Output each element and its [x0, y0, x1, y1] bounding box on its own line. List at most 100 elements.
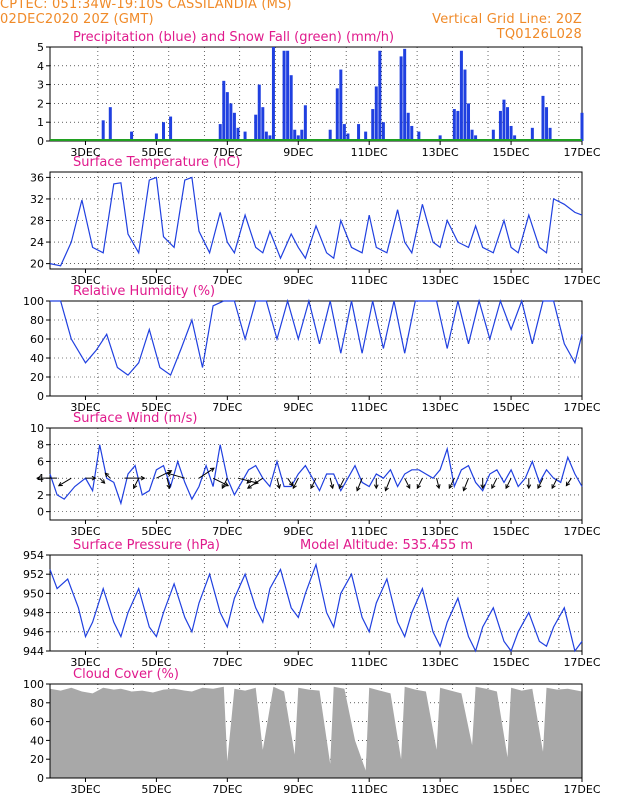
wind-arrow-shaft: [276, 478, 280, 489]
pres-xtick-label: 7DEC: [212, 656, 242, 669]
cloud-xtick-label: 11DEC: [351, 783, 388, 796]
precip-bar: [357, 124, 361, 141]
precip-bar: [530, 127, 534, 141]
cloud-ytick-label: 80: [30, 697, 44, 710]
precip-bar: [293, 129, 297, 141]
precip-bar: [417, 131, 421, 141]
rh-ytick-label: 20: [30, 371, 44, 384]
precip-bar: [225, 92, 229, 141]
precip-bar: [169, 116, 173, 141]
temp-ytick-label: 32: [30, 193, 44, 206]
wind-ytick-label: 10: [30, 422, 44, 435]
precip-frame: [49, 46, 583, 142]
wind-ytick-label: 6: [37, 455, 44, 468]
wind-arrow-shaft: [166, 478, 171, 489]
wind-arrow-head: [246, 484, 252, 489]
wind-arrow-head: [166, 471, 172, 477]
pres-ytick-label: 944: [23, 645, 44, 658]
precip-bar: [257, 84, 261, 141]
precip-bar: [268, 135, 272, 141]
precip-bar: [371, 109, 375, 141]
wind-arrow-shaft: [404, 477, 411, 489]
precip-bar: [410, 125, 414, 141]
pres-xtick-label: 11DEC: [351, 656, 388, 669]
pres-ytick-label: 950: [23, 587, 44, 600]
wind-arrow-head: [253, 480, 259, 485]
precip-ytick-label: 4: [37, 60, 44, 73]
wind-arrow-head: [246, 479, 252, 484]
cloud-frame: [49, 683, 583, 779]
wind-arrow-shaft: [416, 477, 423, 489]
wind-frame: [49, 427, 583, 521]
wind-arrow-shaft: [505, 477, 512, 489]
rh-xtick-label: 11DEC: [351, 401, 388, 414]
wind-arrow-shaft: [329, 478, 334, 489]
wind-arrow-head: [276, 484, 281, 490]
precip-bar: [264, 131, 268, 141]
temp-xtick-label: 11DEC: [351, 274, 388, 287]
wind-arrow-head: [356, 486, 361, 492]
wind-arrow-head: [292, 484, 297, 490]
precip-bar: [364, 131, 368, 141]
wind-arrow-head: [338, 484, 343, 490]
precip-bar: [470, 129, 474, 141]
wind-arrow-head: [384, 486, 389, 492]
wind-arrow-shaft: [310, 477, 317, 489]
pres-xtick-label: 3DEC: [70, 656, 100, 669]
precip-bar: [406, 112, 410, 141]
pres-frame: [49, 554, 583, 652]
pres-xtick-label: 5DEC: [141, 656, 171, 669]
wind-arrow-shaft: [221, 477, 228, 489]
cloud-ytick-label: 60: [30, 716, 44, 729]
precip-xtick-label: 15DEC: [493, 146, 530, 159]
precip-bar: [154, 133, 158, 141]
precip-bar: [502, 99, 506, 141]
precip-bar: [254, 114, 258, 141]
wind-ytick-label: 2: [37, 489, 44, 502]
precip-bar: [271, 47, 275, 141]
wind-arrow-head: [36, 475, 41, 481]
rh-title: Relative Humidity (%): [73, 284, 215, 299]
precip-ytick-label: 2: [37, 97, 44, 110]
precip-panel: [46, 46, 584, 145]
cloud-title: Cloud Cover (%): [73, 667, 179, 682]
pres-xtick-label: 15DEC: [493, 656, 530, 669]
wind-arrow-head: [416, 484, 421, 490]
cloud-ytick-label: 0: [37, 772, 44, 785]
temp-panel: [46, 171, 583, 273]
wind-arrow-shaft: [212, 477, 229, 487]
rh-xtick-label: 13DEC: [422, 401, 459, 414]
rh-xtick-label: 7DEC: [212, 401, 242, 414]
precip-ytick-label: 0: [37, 135, 44, 148]
precip-bar: [346, 133, 350, 141]
cloud-xtick-label: 7DEC: [212, 783, 242, 796]
precip-bar: [229, 103, 233, 141]
temp-xtick-label: 9DEC: [283, 274, 313, 287]
wind-arrow-head: [373, 484, 379, 490]
precip-bar: [342, 124, 346, 141]
wind-arrow-shaft: [246, 477, 253, 484]
wind-arrow-head: [91, 475, 97, 481]
precip-xtick-label: 9DEC: [283, 146, 313, 159]
wind-arrow-head: [288, 481, 294, 487]
precip-bar: [232, 112, 236, 141]
temp-xtick-label: 17DEC: [563, 274, 600, 287]
temp-xtick-label: 5DEC: [141, 274, 171, 287]
wind-arrow-head: [505, 484, 510, 490]
wind-arrow-shaft: [292, 477, 299, 489]
wind-arrow-shaft: [448, 477, 455, 489]
wind-xtick-label: 9DEC: [283, 525, 313, 538]
wind-arrow-head: [462, 486, 467, 492]
precip-title: Precipitation (blue) and Snow Fall (gree…: [73, 30, 394, 45]
wind-arrow-shaft: [58, 477, 72, 487]
wind-xtick-label: 5DEC: [141, 525, 171, 538]
temp-ytick-label: 36: [30, 171, 44, 184]
precip-xtick-label: 17DEC: [563, 146, 600, 159]
temp-xtick-label: 3DEC: [70, 274, 100, 287]
precip-bar: [580, 112, 584, 141]
precip-bar: [328, 129, 332, 141]
precip-xtick-label: 5DEC: [141, 146, 171, 159]
pres-subtitle: Model Altitude: 535.455 m: [300, 538, 473, 553]
precip-bar: [378, 50, 382, 142]
